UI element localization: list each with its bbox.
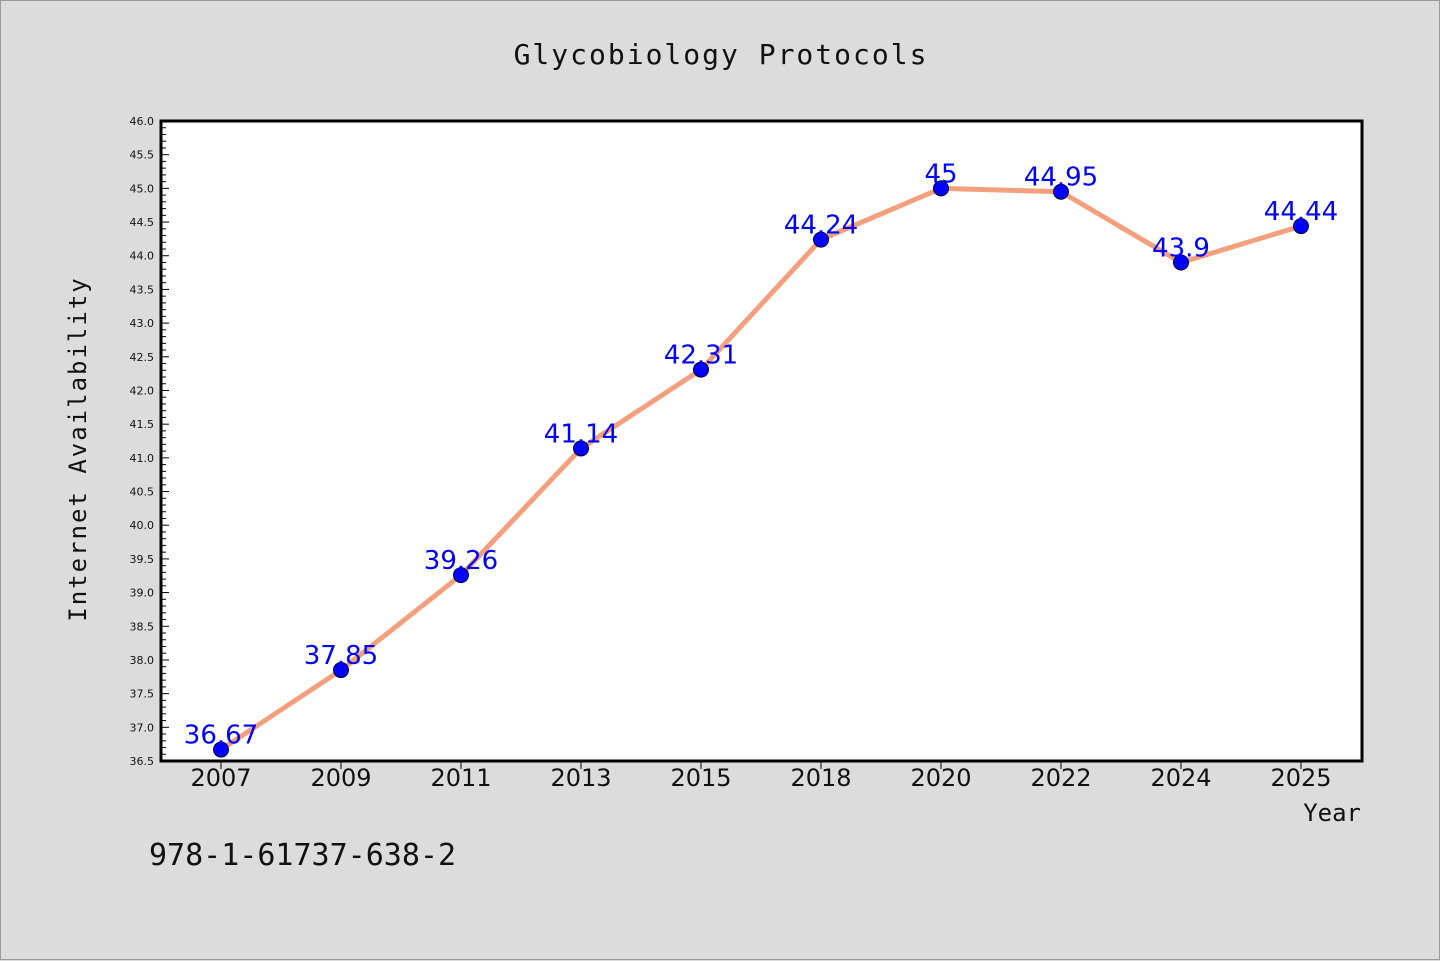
data-label: 45	[924, 159, 957, 189]
y-tick-label: 39.5	[130, 553, 155, 566]
x-tick-label: 2009	[310, 764, 371, 792]
y-tick-label: 43.5	[130, 283, 155, 296]
y-axis: 36.5 37.0 37.5 38.0 38.5 39.0 39.5 40.0 40.5 41.0…	[130, 115, 169, 768]
data-point	[333, 662, 349, 679]
data-label: 42.31	[664, 341, 738, 371]
data-point	[813, 231, 829, 248]
y-tick-label: 44.0	[130, 250, 155, 263]
footer-isbn: 978-1-61737-638-2	[149, 838, 456, 873]
data-label: 44.24	[784, 211, 858, 241]
y-tick-label: 39.0	[130, 587, 155, 600]
y-tick-label: 37.0	[130, 721, 155, 734]
data-point	[213, 741, 229, 758]
y-tick-label: 40.0	[130, 519, 155, 532]
x-tick-label: 2020	[910, 764, 971, 792]
data-label: 41.14	[544, 419, 618, 449]
data-point	[693, 361, 709, 378]
x-axis: 2007 2009 2011 2013 2015 2018 2020 2022 2024 2025	[190, 761, 1332, 792]
data-label: 39.26	[424, 546, 498, 576]
x-tick-label: 2013	[550, 764, 611, 792]
x-tick-label: 2024	[1150, 764, 1211, 792]
data-point	[1293, 218, 1309, 235]
y-tick-label: 36.5	[130, 755, 155, 768]
x-tick-label: 2018	[790, 764, 851, 792]
y-tick-label: 42.5	[130, 351, 155, 364]
data-label: 44.44	[1264, 197, 1338, 227]
x-tick-label: 2022	[1030, 764, 1091, 792]
data-point	[1173, 254, 1189, 271]
y-tick-label: 40.5	[130, 486, 155, 499]
y-tick-label: 38.0	[130, 654, 155, 667]
y-axis-label: Internet Availability	[64, 276, 92, 621]
x-axis-label: Year	[1303, 799, 1361, 827]
y-tick-label: 45.0	[130, 182, 155, 195]
y-tick-label: 38.5	[130, 620, 155, 633]
x-tick-label: 2025	[1270, 764, 1331, 792]
y-tick-label: 43.0	[130, 317, 155, 330]
y-tick-label: 45.5	[130, 149, 155, 162]
chart-title: Glycobiology Protocols	[514, 38, 929, 71]
y-tick-label: 41.0	[130, 452, 155, 465]
data-point	[453, 567, 469, 584]
series-layer: 36.67 37.85 39.26 41.14 42.31 44.24 45 44.95 43.…	[184, 159, 1338, 758]
y-tick-label: 44.5	[130, 216, 155, 229]
data-point	[573, 440, 589, 457]
y-tick-label: 41.5	[130, 418, 155, 431]
data-label: 43.9	[1152, 233, 1210, 263]
y-tick-label: 37.5	[130, 688, 155, 701]
data-point	[1053, 183, 1069, 200]
x-tick-label: 2015	[670, 764, 731, 792]
series-line	[218, 185, 1304, 753]
x-tick-label: 2007	[190, 764, 251, 792]
x-tick-label: 2011	[430, 764, 491, 792]
y-tick-label: 42.0	[130, 384, 155, 397]
y-tick-label: 46.0	[130, 115, 155, 128]
data-label: 44.95	[1024, 163, 1098, 193]
data-label: 36.67	[184, 721, 258, 751]
data-label: 37.85	[304, 641, 378, 671]
data-point	[933, 180, 949, 197]
